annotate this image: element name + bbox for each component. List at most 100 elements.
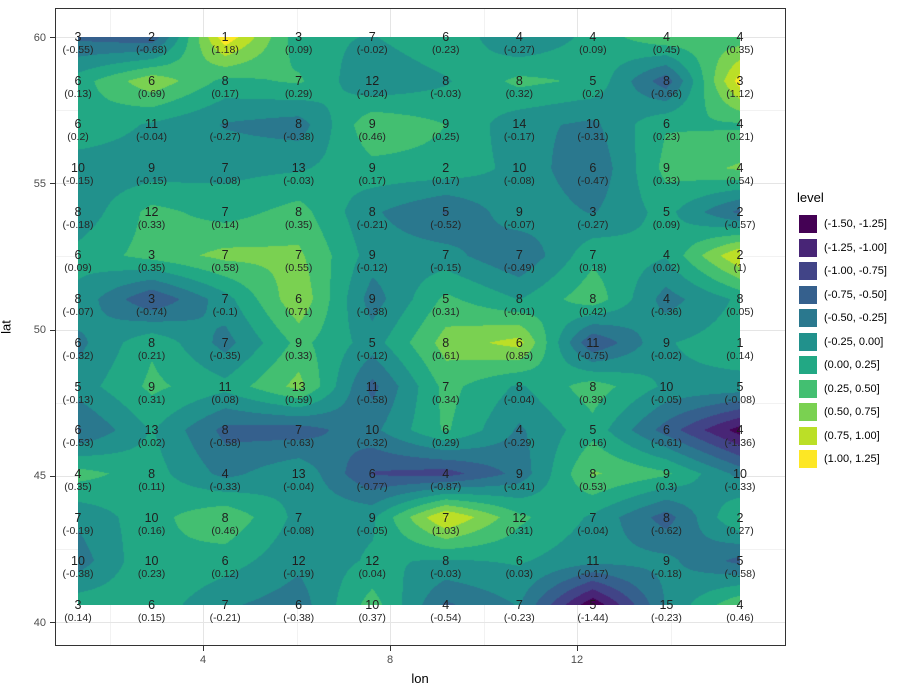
grid-cell-count: 8 (442, 73, 450, 88)
grid-cell-count: 5 (368, 335, 376, 350)
x-tick-label: 12 (570, 654, 584, 666)
grid-cell-count: 5 (74, 379, 82, 394)
grid-cell-value: (0.16) (579, 436, 607, 449)
grid-cell-count: 10 (71, 160, 85, 175)
grid-cell-count: 4 (662, 248, 670, 263)
legend-label: (0.25, 0.50] (824, 382, 880, 395)
grid-cell-value: (-0.12) (356, 262, 388, 275)
grid-cell-count: 3 (74, 597, 82, 612)
grid-cell-count: 8 (148, 466, 156, 481)
grid-cell-value: (-0.58) (724, 568, 756, 581)
grid-cell-value: (-0.13) (62, 393, 94, 406)
grid-cell-count: 9 (368, 291, 376, 306)
grid-cell-count: 9 (368, 510, 376, 525)
grid-cell-value: (-0.52) (430, 218, 462, 231)
grid-cell-count: 6 (515, 554, 523, 569)
grid-cell-value: (0.21) (726, 131, 754, 144)
grid-cell-count: 6 (662, 422, 670, 437)
grid-cell-count: 7 (295, 73, 303, 88)
grid-cell-value: (0.12) (211, 568, 239, 581)
legend-swatch (799, 450, 817, 468)
legend-label: (-0.75, -0.50] (824, 288, 887, 301)
legend-swatch (799, 426, 817, 445)
grid-cell-count: 8 (662, 510, 670, 525)
grid-cell-value: (-0.47) (577, 174, 609, 187)
grid-cell-count: 13 (291, 466, 306, 481)
grid-cell-count: 8 (295, 204, 303, 219)
grid-cell-count: 6 (515, 335, 523, 350)
grid-cell-value: (-0.21) (209, 611, 241, 624)
grid-cell-value: (0.46) (211, 524, 239, 537)
grid-cell-value: (-1.36) (724, 436, 756, 449)
grid-cell-count: 6 (148, 597, 156, 612)
grid-cell-count: 9 (368, 117, 376, 132)
legend-entry: (-1.50, -1.25] (795, 213, 914, 237)
grid-cell-value: (-0.18) (62, 218, 94, 231)
grid-cell-value: (-0.49) (503, 262, 535, 275)
grid-cell-value: (-0.17) (503, 131, 535, 144)
x-tick-mark (577, 646, 578, 651)
grid-cell-count: 12 (365, 554, 380, 569)
legend-swatch (799, 262, 817, 280)
legend: level (-1.50, -1.25] (-1.25, -1.00] (-1.00… (795, 190, 914, 472)
grid-cell-value: (-0.38) (62, 568, 94, 581)
grid-cell-value: (0.29) (284, 87, 313, 100)
legend-swatch (799, 285, 817, 304)
grid-cell-value: (-0.57) (724, 218, 756, 231)
grid-cell-value: (0.59) (284, 393, 313, 406)
grid-cell-count: 10 (585, 117, 600, 132)
grid-cell-count: 8 (515, 379, 523, 394)
grid-cell-count: 9 (662, 335, 670, 350)
legend-swatch (799, 356, 817, 374)
grid-cell-count: 6 (662, 117, 670, 132)
grid-cell-value: (-0.03) (430, 87, 462, 100)
grid-cell-count: 8 (295, 117, 303, 132)
grid-cell-value: (0.23) (137, 568, 166, 581)
legend-entry: (1.00, 1.25] (795, 448, 914, 472)
grid-cell-count: 7 (515, 248, 523, 263)
legend-entries: (-1.50, -1.25] (-1.25, -1.00] (-1.00, -0.7… (795, 213, 914, 472)
grid-cell-count: 4 (736, 29, 744, 44)
x-tick-label: 8 (386, 654, 394, 666)
grid-cell-value: (-0.74) (136, 305, 168, 318)
grid-cell-value: (-0.19) (62, 524, 94, 537)
grid-cell-count: 9 (442, 117, 450, 132)
grid-cell-value: (0.33) (284, 349, 313, 362)
grid-cell-count: 6 (442, 422, 450, 437)
grid-cell-count: 2 (442, 160, 450, 175)
grid-cell-value: (0.02) (137, 436, 166, 449)
grid-cell-value: (0.08) (211, 393, 239, 406)
grid-cell-value: (-0.15) (62, 174, 94, 187)
y-axis-title: lat (0, 320, 14, 334)
grid-cell-count: 4 (736, 597, 744, 612)
grid-cell-count: 7 (221, 160, 229, 175)
grid-cell-count: 9 (368, 248, 376, 263)
grid-cell-count: 7 (221, 335, 229, 350)
legend-label: (-0.25, 0.00] (824, 335, 884, 348)
grid-cell-value: (-0.01) (503, 305, 535, 318)
grid-cell-value: (0.18) (579, 262, 607, 275)
legend-label: (-1.00, -0.75] (824, 265, 887, 277)
legend-label: (-1.25, -1.00] (824, 241, 887, 254)
grid-cell-value: (-0.29) (503, 436, 535, 449)
legend-entry: (0.00, 0.25] (795, 354, 914, 378)
grid-cell-count: 4 (515, 29, 523, 44)
grid-cell-count: 10 (659, 379, 674, 394)
grid-cell-value: (0.35) (64, 480, 92, 493)
grid-cell-count: 7 (221, 597, 229, 612)
grid-cell-value: (0.15) (137, 611, 166, 624)
grid-cell-value: (0.27) (726, 524, 754, 537)
grid-cell-value: (-0.33) (724, 480, 756, 493)
grid-cell-count: 7 (589, 248, 597, 263)
grid-cell-count: 8 (515, 291, 523, 306)
grid-cell-value: (-0.08) (503, 174, 535, 187)
grid-cell-count: 8 (74, 291, 82, 306)
grid-cell-value: (-0.68) (136, 43, 168, 56)
grid-cell-count: 2 (148, 29, 156, 44)
grid-cell-count: 5 (442, 204, 450, 219)
legend-entry: (0.25, 0.50] (795, 378, 914, 402)
legend-label: (-0.50, -0.25] (824, 312, 887, 324)
grid-cell-value: (0.03) (505, 568, 534, 581)
grid-cell-count: 8 (148, 335, 156, 350)
grid-cell-count: 8 (442, 554, 450, 569)
